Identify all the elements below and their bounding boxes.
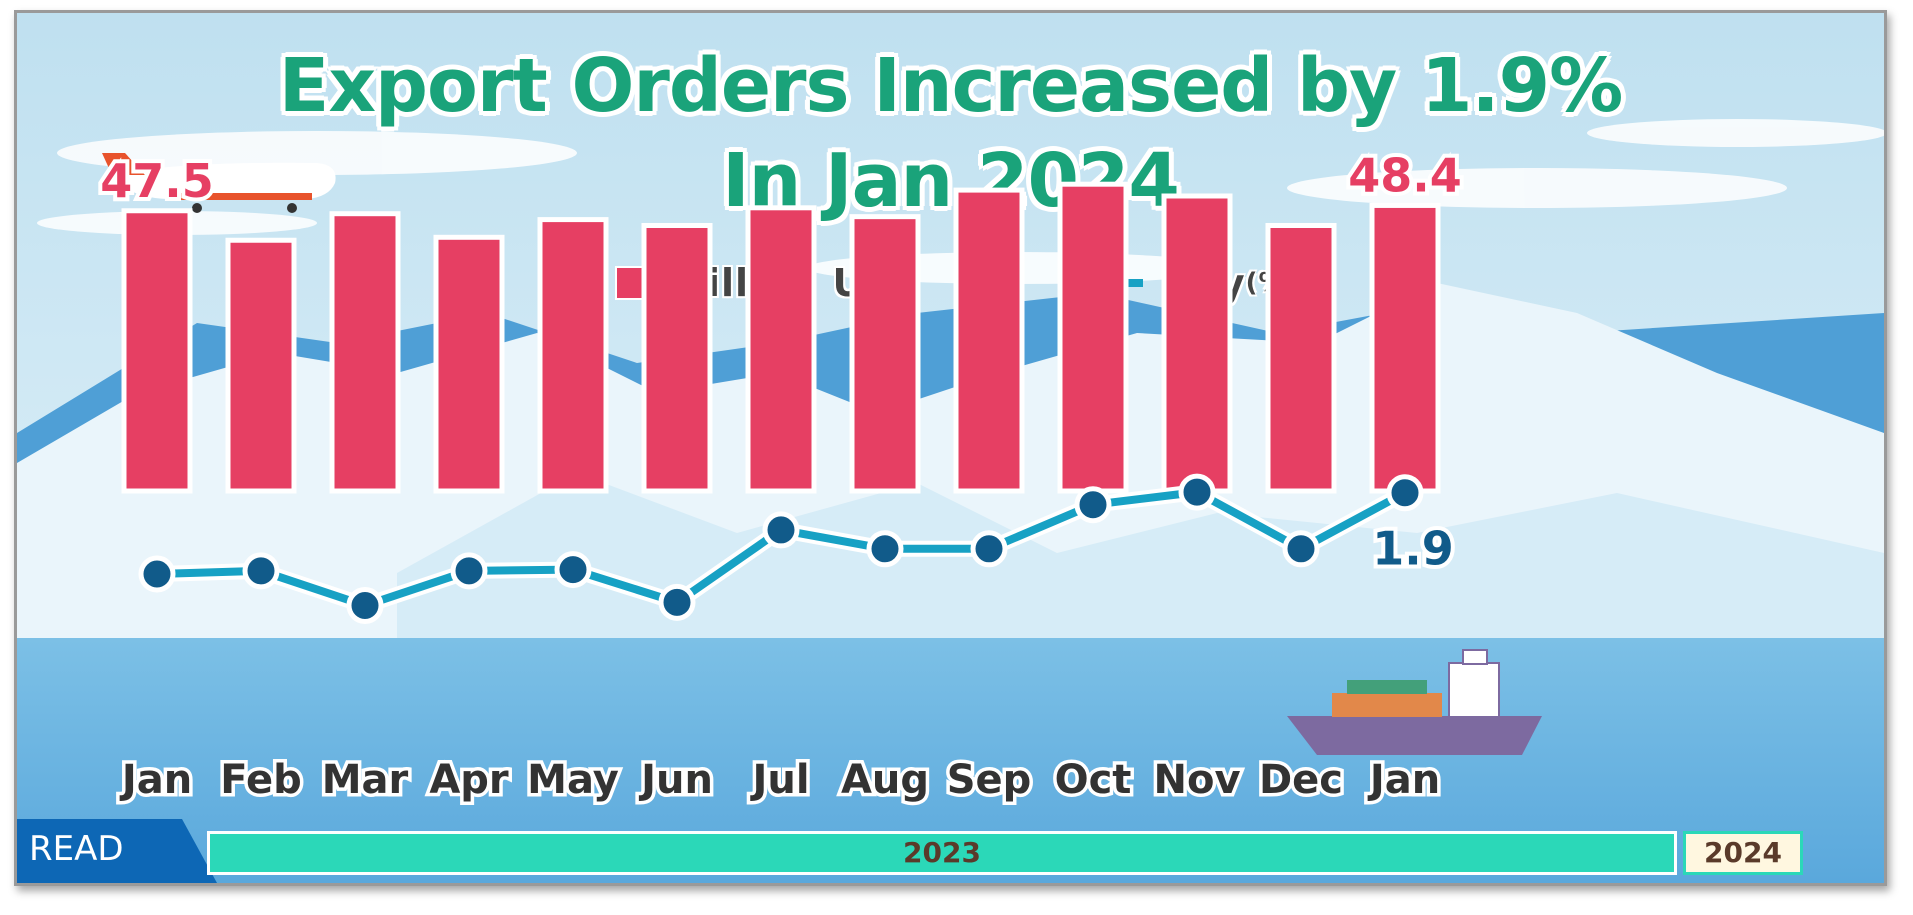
yoy-point-10 <box>1074 486 1112 524</box>
x-label-12: Dec <box>1259 757 1343 803</box>
x-label-13: Jan <box>1367 757 1440 803</box>
bar-1 <box>121 208 193 494</box>
yoy-point-7 <box>762 511 800 549</box>
read-label[interactable]: READ <box>29 829 124 869</box>
x-label-11: Nov <box>1153 757 1240 803</box>
yoy-point-12 <box>1282 530 1320 568</box>
x-label-6: Jun <box>638 757 713 803</box>
yoy-point-2 <box>242 552 280 590</box>
x-label-10: Oct <box>1055 757 1132 803</box>
x-label-4: Apr <box>429 757 509 803</box>
year-2023-bar: 2023 <box>207 831 1677 875</box>
bar-8 <box>849 214 921 494</box>
yoy-point-5 <box>554 551 592 589</box>
airplane-icon <box>102 153 336 213</box>
infographic-frame: Export Orders Increased by 1.9% In Jan 2… <box>14 10 1887 886</box>
data-label-bar-1: 47.5 <box>100 154 214 208</box>
yoy-point-11 <box>1178 473 1216 511</box>
x-label-9: Sep <box>947 757 1032 803</box>
chart-plot: 47.5 48.4 1.9 Jan Feb Mar Apr May Jun Jul Aug Sep O… <box>96 144 1466 807</box>
data-labels: 47.5 48.4 1.9 <box>96 144 1466 579</box>
yoy-point-1 <box>138 555 176 593</box>
data-label-yoy-13: 1.9 <box>1372 522 1454 576</box>
year-2024-bar: 2024 <box>1683 831 1803 875</box>
x-label-2: Feb <box>220 757 301 803</box>
bar-3 <box>329 211 401 494</box>
year-2024-label: 2024 <box>1704 836 1782 869</box>
read-tab[interactable]: READ <box>17 819 217 883</box>
yoy-point-3 <box>346 587 384 624</box>
clouds <box>37 119 1884 284</box>
bar-6 <box>641 223 713 494</box>
bar-12 <box>1265 223 1337 494</box>
cargo-ship-icon <box>1287 649 1542 755</box>
bar-4 <box>433 234 505 494</box>
yoy-point-8 <box>866 530 904 568</box>
yoy-point-4 <box>450 552 488 590</box>
yoy-line-outline <box>156 484 1409 614</box>
x-label-3: Mar <box>322 757 409 803</box>
yoy-point-9 <box>970 530 1008 568</box>
data-label-bar-13: 48.4 <box>1348 148 1462 202</box>
bar-series <box>121 181 1441 494</box>
chart-title-line1: Export Orders Increased by 1.9% <box>278 43 1623 129</box>
bar-11 <box>1161 193 1233 494</box>
yoy-point-13 <box>1386 474 1424 512</box>
line-series <box>138 473 1424 624</box>
yoy-point-6 <box>658 583 696 621</box>
bar-5 <box>537 217 609 494</box>
x-label-7: Jul <box>749 757 809 803</box>
bar-10 <box>1057 181 1129 494</box>
x-axis-labels: Jan Feb Mar Apr May Jun Jul Aug Sep Oct Nov Dec Jan <box>115 754 1443 807</box>
bar-13 <box>1369 202 1441 494</box>
bar-7 <box>745 205 817 494</box>
timeline-strip: READ 2023 2024 <box>17 819 1884 883</box>
year-2023-label: 2023 <box>903 836 981 869</box>
x-label-5: May <box>527 757 619 803</box>
x-label-1: Jan <box>119 757 192 803</box>
x-label-8: Aug <box>841 757 929 803</box>
bar-9 <box>953 187 1025 494</box>
bar-2 <box>225 237 297 494</box>
